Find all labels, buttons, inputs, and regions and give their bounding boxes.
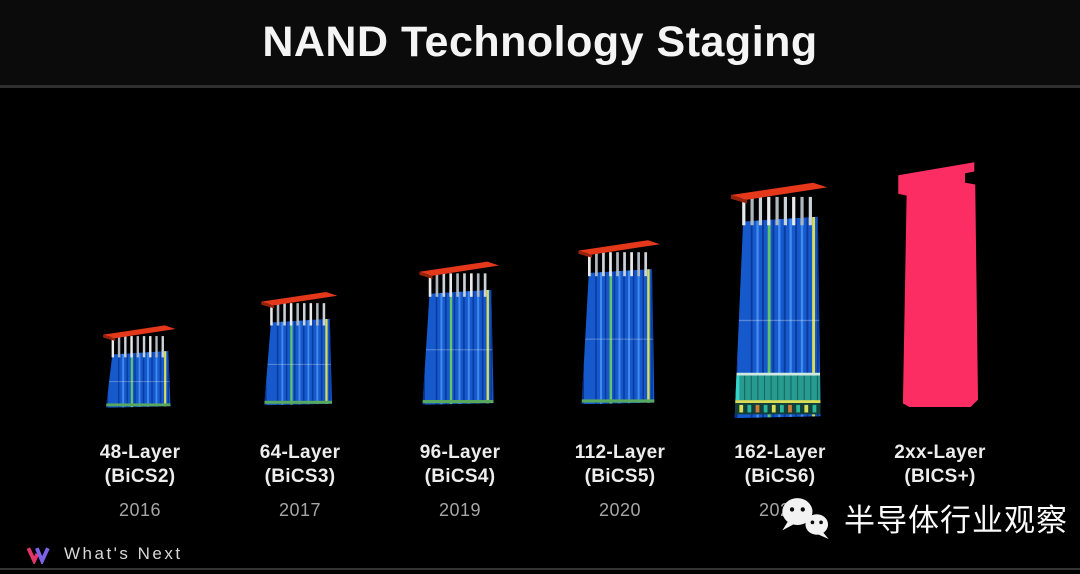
year-label: 2019 [438,499,482,520]
generation-label: (BiCS4) [424,466,496,488]
generation-label: (BiCS6) [744,466,816,488]
layers-label: 64-Layer [259,442,341,463]
nand-stack-render-bics6 [728,173,832,425]
year-label: 2020 [598,499,642,520]
nand-stack-render-bics5 [576,217,664,425]
layers-label: 48-Layer [99,442,181,463]
generation-label: (BiCS2) [104,466,176,488]
nand-stack-render-bics4 [417,239,503,425]
nand-column-bics3: 64-Layer (BiCS3) 2017 [220,88,380,574]
whats-next-logo-icon [26,546,50,564]
nand-column-bicsplus: 2xx-Layer (BICS+) [860,88,1020,574]
page-header: NAND Technology Staging [0,0,1080,85]
year-label: 2016 [118,499,162,520]
year-label: 2017 [278,499,322,520]
bottom-divider [0,568,1080,570]
nand-column-bics6: 162-Layer (BiCS6) 2022 [700,88,860,574]
nand-staging-chart: 48-Layer (BiCS2) 2016 64-Layer (BiCS3) 2… [0,88,1080,574]
page-title: NAND Technology Staging [262,18,818,66]
brand-text: What's Next [64,544,183,563]
layers-label: 96-Layer [419,442,501,463]
generation-label: (BiCS3) [264,466,336,488]
header-divider [0,85,1080,88]
nand-stack-render-bics3 [259,270,341,425]
generation-label: (BICS+) [904,466,976,488]
layers-label: 112-Layer [574,442,666,463]
nand-column-bics2: 48-Layer (BiCS2) 2016 [60,88,220,574]
nand-stack-render-bics2 [101,306,179,425]
wechat-watermark: 半导体行业观察 [780,495,1068,540]
whats-next-branding: What's Next [26,544,183,564]
nand-column-bics4: 96-Layer (BiCS4) 2019 [380,88,540,574]
generation-label: (BiCS5) [584,466,656,488]
layers-label: 162-Layer [734,442,826,463]
watermark-text: 半导体行业观察 [844,503,1068,538]
wechat-icon [782,498,829,539]
nand-stack-silhouette-bicsplus [889,141,991,419]
layers-label: 2xx-Layer [894,442,986,463]
nand-column-bics5: 112-Layer (BiCS5) 2020 [540,88,700,574]
